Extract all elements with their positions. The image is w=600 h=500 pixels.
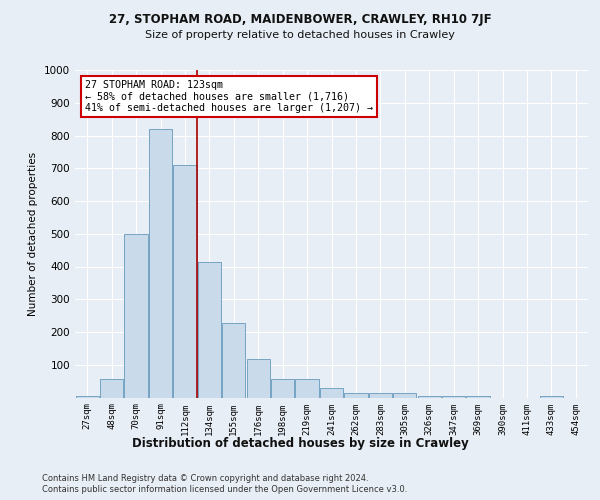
Text: Distribution of detached houses by size in Crawley: Distribution of detached houses by size … xyxy=(131,438,469,450)
Bar xyxy=(124,234,148,398)
Bar xyxy=(271,380,294,398)
Bar xyxy=(344,393,368,398)
Bar xyxy=(393,393,416,398)
Bar xyxy=(198,262,221,398)
Bar xyxy=(295,380,319,398)
Bar xyxy=(540,396,563,398)
Text: 27 STOPHAM ROAD: 123sqm
← 58% of detached houses are smaller (1,716)
41% of semi: 27 STOPHAM ROAD: 123sqm ← 58% of detache… xyxy=(85,80,373,113)
Text: 27, STOPHAM ROAD, MAIDENBOWER, CRAWLEY, RH10 7JF: 27, STOPHAM ROAD, MAIDENBOWER, CRAWLEY, … xyxy=(109,12,491,26)
Y-axis label: Number of detached properties: Number of detached properties xyxy=(28,152,38,316)
Bar xyxy=(173,165,197,398)
Bar xyxy=(149,129,172,398)
Bar xyxy=(466,396,490,398)
Text: Contains public sector information licensed under the Open Government Licence v3: Contains public sector information licen… xyxy=(42,485,407,494)
Bar xyxy=(418,396,441,398)
Bar xyxy=(76,396,99,398)
Bar xyxy=(369,393,392,398)
Bar xyxy=(100,378,123,398)
Text: Contains HM Land Registry data © Crown copyright and database right 2024.: Contains HM Land Registry data © Crown c… xyxy=(42,474,368,483)
Bar xyxy=(442,396,465,398)
Bar xyxy=(320,388,343,398)
Bar xyxy=(247,359,270,398)
Text: Size of property relative to detached houses in Crawley: Size of property relative to detached ho… xyxy=(145,30,455,40)
Bar xyxy=(222,323,245,398)
